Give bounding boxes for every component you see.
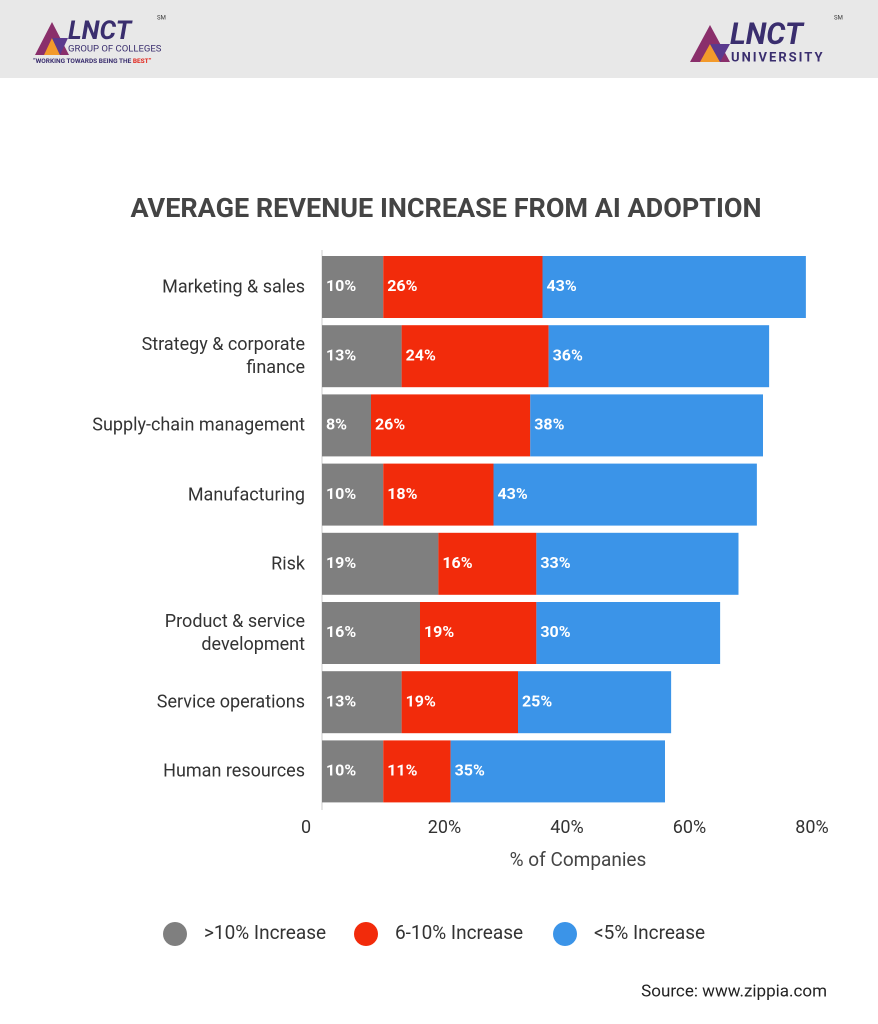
- x-tick-label: 0: [301, 817, 311, 838]
- bar-segment: [322, 463, 384, 526]
- value-label: 8%: [326, 415, 347, 434]
- value-label: 33%: [540, 553, 570, 572]
- right-logo: LNCT SM UNIVERSITY: [690, 15, 843, 65]
- bar-segment: [548, 325, 770, 388]
- value-label: 10%: [326, 484, 356, 503]
- category-label: Supply-chain management: [92, 414, 305, 436]
- bar-segment: [322, 325, 402, 388]
- source: Source: www.zippia.com: [641, 981, 827, 1001]
- bar-segment: [322, 394, 371, 457]
- x-axis-label: % of Companies: [510, 848, 647, 871]
- value-label: 18%: [387, 484, 417, 503]
- value-label: 19%: [406, 691, 436, 710]
- value-label: 43%: [498, 484, 528, 503]
- bar-segment: [518, 671, 672, 734]
- value-label: 10%: [326, 761, 356, 780]
- value-label: 43%: [547, 276, 577, 295]
- bar-segment: [401, 671, 518, 734]
- bar-segment: [322, 532, 439, 595]
- legend-label: >10% Increase: [204, 921, 326, 944]
- brand: LNCT: [730, 17, 805, 52]
- bar-segment: [536, 532, 739, 595]
- bar-segment: [530, 394, 763, 457]
- category-label: Service operations: [156, 691, 305, 713]
- logo-triangle: [700, 44, 720, 62]
- legend-label: 6-10% Increase: [395, 921, 523, 944]
- value-label: 24%: [406, 345, 436, 364]
- value-label: 36%: [553, 345, 583, 364]
- left-logo: LNCT SM GROUP OF COLLEGES “WORKING TOWAR…: [33, 15, 166, 65]
- bar-segment: [322, 671, 402, 734]
- bar-segment: [371, 394, 531, 457]
- x-tick-label: 80%: [795, 817, 828, 838]
- legend-swatch: [163, 922, 187, 946]
- slogan: “WORKING TOWARDS BEING THE BEST”: [33, 57, 152, 65]
- bar-segment: [383, 463, 494, 526]
- bar-segment: [383, 740, 451, 803]
- header-band: [0, 0, 878, 78]
- category-label: Marketing & sales: [162, 276, 305, 298]
- x-tick-label: 20%: [428, 817, 461, 838]
- bar-segment: [493, 463, 757, 526]
- value-label: 19%: [424, 622, 454, 641]
- bar-segment: [322, 740, 384, 803]
- value-label: 30%: [540, 622, 570, 641]
- legend-swatch: [553, 922, 577, 946]
- bar-segment: [450, 740, 665, 803]
- brand: LNCT: [68, 16, 134, 46]
- value-label: 35%: [455, 761, 485, 780]
- bar-segment: [536, 602, 721, 664]
- category-label: Risk: [271, 553, 305, 575]
- slogan-highlight: BEST”: [133, 57, 152, 65]
- bar-segment: [438, 532, 537, 595]
- bar-segment: [542, 256, 806, 318]
- value-label: 25%: [522, 691, 552, 710]
- value-label: 26%: [375, 415, 405, 434]
- logo-triangle: [52, 38, 68, 55]
- value-label: 11%: [387, 761, 417, 780]
- category-label: Human resources: [163, 760, 305, 782]
- value-label: 16%: [442, 553, 472, 572]
- category-label: Manufacturing: [187, 484, 305, 506]
- value-label: 13%: [326, 691, 356, 710]
- bar-segment: [383, 256, 543, 318]
- value-label: 16%: [326, 622, 356, 641]
- x-tick-label: 60%: [673, 817, 706, 838]
- category-label: Strategy & corporate finance: [141, 334, 305, 379]
- slogan-text: “WORKING TOWARDS BEING THE: [33, 57, 133, 65]
- value-label: 26%: [387, 276, 417, 295]
- legend-label: <5% Increase: [594, 921, 705, 944]
- category-label: Product & service development: [164, 611, 305, 655]
- value-label: 19%: [326, 553, 356, 572]
- legend-swatch: [354, 922, 378, 946]
- bar-segment: [420, 602, 537, 664]
- value-label: 13%: [326, 345, 356, 364]
- bar-segment: [401, 325, 549, 388]
- value-label: 10%: [326, 276, 356, 295]
- logo-triangle: [44, 38, 60, 55]
- x-tick-label: 40%: [550, 817, 583, 838]
- sm-mark: SM: [157, 15, 166, 22]
- value-label: 38%: [534, 415, 564, 434]
- bar-segment: [322, 256, 384, 318]
- logo-triangle: [710, 44, 730, 62]
- chart-title: AVERAGE REVENUE INCREASE FROM AI ADOPTIO…: [130, 192, 761, 224]
- bar-segment: [322, 602, 420, 664]
- logo-subtitle: UNIVERSITY: [731, 50, 825, 65]
- sm-mark: SM: [834, 15, 843, 22]
- logo-subtitle: GROUP OF COLLEGES: [68, 44, 162, 55]
